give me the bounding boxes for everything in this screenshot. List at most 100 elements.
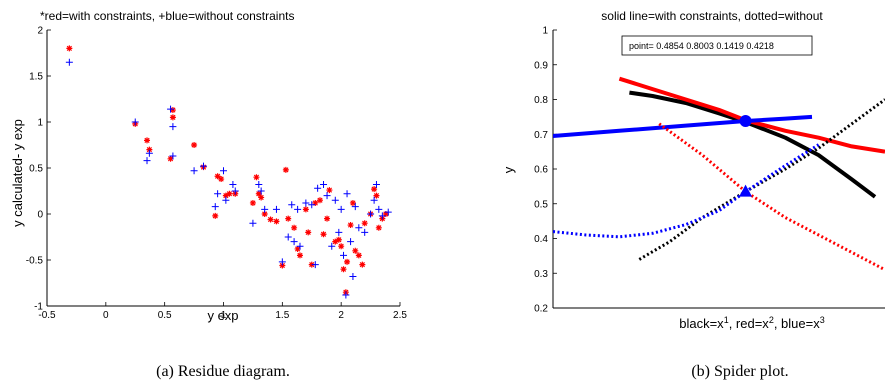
y-tick-label: 0.3	[534, 269, 548, 280]
red-star-point	[261, 211, 268, 217]
blue-plus-point	[199, 162, 207, 170]
blue-plus-point	[143, 157, 151, 165]
x-label-superscript: 2	[769, 315, 774, 325]
blue-plus-point	[288, 201, 296, 209]
red-star-point	[324, 215, 331, 222]
x-label-text: black=x	[679, 316, 724, 331]
y-tick-label: 1.5	[29, 72, 43, 83]
y-tick-label: 0.9	[534, 60, 548, 71]
blue-plus-point	[302, 199, 310, 207]
red-star-point	[347, 222, 354, 229]
blue-plus-point	[314, 184, 322, 192]
blue-plus-point	[320, 181, 328, 189]
red-star-point	[352, 247, 359, 254]
blue-plus-point	[284, 233, 292, 241]
red-star-point	[316, 197, 323, 204]
spider-plot-area: 0.2 0.3 0.4 0.5 0.6 0.7 0.8 0.9 1	[534, 26, 885, 315]
red-star-point	[279, 262, 286, 269]
blue-plus-point	[384, 208, 392, 216]
spider-y-axis-label: y	[501, 166, 516, 173]
y-tick-label: 0.7	[534, 130, 548, 141]
red-star-point	[285, 215, 292, 222]
x-tick-label: 0	[103, 310, 109, 321]
x-label-superscript: 1	[724, 315, 729, 325]
blue-plus-point	[278, 258, 286, 266]
blue-plus-point	[378, 212, 386, 220]
y-tick-label: -0.5	[26, 256, 44, 267]
blue-plus-point	[190, 167, 198, 175]
red-star-point	[335, 236, 342, 243]
red-star-point	[169, 107, 176, 114]
red-star-point	[338, 243, 345, 250]
red-star-point	[340, 266, 347, 273]
blue-plus-point	[370, 196, 378, 204]
y-tick-label: 0.5	[534, 199, 548, 210]
red-star-point	[305, 229, 312, 236]
blue-plus-point	[214, 190, 222, 198]
blue-plus-point	[169, 152, 177, 160]
dotted-series-line	[553, 143, 820, 239]
blue-plus-point	[65, 58, 73, 66]
red-star-point	[226, 190, 233, 197]
blue-plus-point	[331, 196, 339, 204]
red-star-point	[222, 192, 229, 199]
blue-plus-point	[272, 205, 280, 213]
x-tick-label: 1.5	[275, 310, 289, 321]
blue-plus-point	[296, 242, 304, 250]
x-label-text: , red=x	[729, 316, 770, 331]
y-tick-label: 0.6	[534, 165, 548, 176]
blue-plus-point	[290, 238, 298, 246]
red-star-point	[332, 238, 339, 245]
current-point-circle-marker	[739, 115, 752, 128]
blue-plus-point	[328, 242, 336, 250]
blue-plus-point	[335, 228, 343, 236]
spider-x-axis-label: black=x1, red=x2, blue=x3	[679, 315, 825, 331]
red-star-point	[212, 212, 219, 219]
red-star-point	[214, 173, 221, 180]
red-star-point	[373, 192, 380, 199]
red-star-point	[249, 199, 256, 206]
residue-plot-area: -0.5 0 0.5 1 1.5 2 2.5-1-0.500.511.52	[26, 26, 408, 322]
blue-plus-point	[342, 291, 350, 299]
blue-plus-point	[261, 205, 269, 213]
blue-plus-point	[169, 123, 177, 131]
red-star-point	[382, 211, 389, 217]
red-star-point	[308, 261, 315, 268]
blue-plus-point	[231, 187, 239, 195]
x-tick-label: 0.5	[158, 310, 172, 321]
solid-series-line	[553, 114, 813, 138]
blue-plus-point	[255, 181, 263, 189]
blue-plus-point	[347, 238, 355, 246]
caption-b: (b) Spider plot.	[691, 363, 788, 380]
red-star-point	[169, 114, 176, 121]
blue-plus-point	[337, 205, 345, 213]
red-star-point	[273, 218, 280, 225]
blue-plus-point	[349, 273, 357, 281]
red-star-point	[167, 155, 174, 162]
y-tick-label: 1	[542, 26, 548, 37]
blue-plus-point	[257, 187, 265, 195]
blue-plus-point	[229, 181, 237, 189]
x-tick-label: 2	[338, 310, 344, 321]
red-star-point	[359, 261, 366, 268]
red-star-point	[267, 216, 274, 223]
point-readout-box	[621, 35, 813, 56]
blue-plus-point	[145, 149, 153, 157]
blue-plus-point	[220, 167, 227, 175]
blue-plus-point	[311, 261, 319, 269]
red-star-point	[302, 206, 309, 213]
blue-plus-point	[372, 181, 380, 189]
y-tick-label: 1	[37, 118, 43, 129]
solid-series-line	[618, 76, 885, 154]
red-star-point	[312, 199, 319, 206]
series-group	[553, 76, 885, 272]
red-star-point	[255, 190, 262, 197]
point-readout-text: point= 0.4854 0.8003 0.1419 0.4218	[629, 41, 774, 51]
red-star-point	[291, 224, 298, 231]
y-tick-label: 2	[37, 26, 43, 37]
caption-a: (a) Residue diagram.	[156, 363, 290, 380]
blue-plus-point	[375, 205, 383, 213]
red-star-point	[375, 224, 382, 231]
y-tick-label: 0.5	[29, 164, 43, 175]
